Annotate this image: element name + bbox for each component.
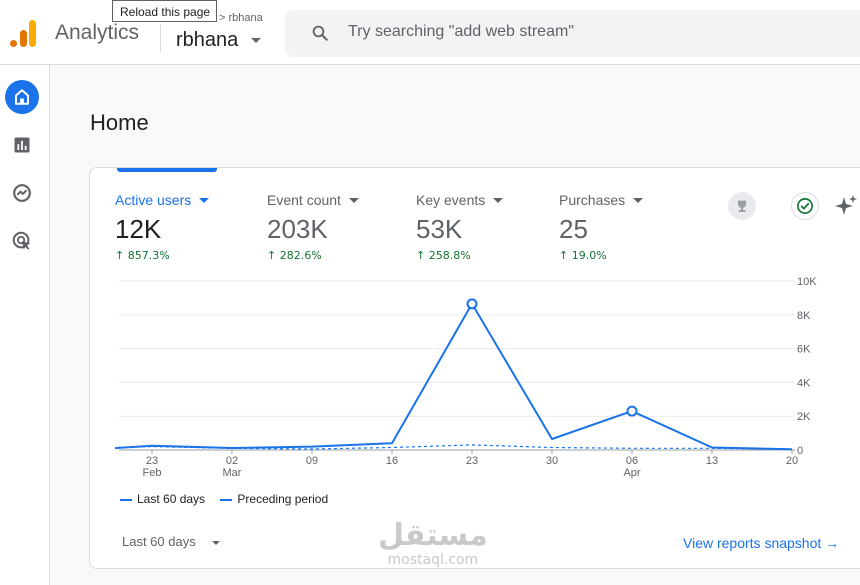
x-tick-label: 23	[146, 455, 158, 467]
metric-change: ↑ 857.3%	[115, 249, 170, 262]
x-tick-label: 30	[546, 455, 558, 467]
top-bar: Analytics > rbhana rbhana Try searching …	[0, 0, 860, 65]
analytics-logo[interactable]	[9, 18, 37, 48]
breadcrumb[interactable]: > rbhana	[219, 12, 263, 24]
nav-explore[interactable]	[5, 176, 39, 210]
left-nav	[0, 65, 50, 585]
caret-down-icon[interactable]	[199, 197, 210, 203]
caret-down-icon[interactable]	[633, 197, 644, 203]
search-bar[interactable]: Try searching "add web stream"	[285, 10, 860, 57]
x-tick-label: 09	[306, 455, 318, 467]
legend-item-current[interactable]: Last 60 days	[120, 492, 205, 506]
x-tick-month-label: Feb	[143, 467, 162, 479]
bar-chart-icon	[14, 137, 30, 153]
metric-value: 25	[559, 214, 588, 244]
y-tick-label: 10K	[797, 276, 817, 288]
reload-tooltip: Reload this page	[112, 0, 217, 22]
legend-label-previous: Preceding period	[237, 492, 329, 506]
chart-legend: Last 60 days Preceding period	[120, 492, 340, 506]
trophy-icon	[738, 200, 746, 212]
card-tab-indicator	[117, 168, 217, 172]
metric-value: 203K	[267, 214, 328, 244]
app-name[interactable]: Analytics	[55, 21, 140, 44]
sparkle-icon	[835, 195, 857, 215]
overview-card: Active users 12K ↑ 857.3% Event count 20…	[89, 167, 860, 569]
metric-label[interactable]: Active users	[115, 192, 210, 208]
x-tick-month-label: Apr	[623, 467, 640, 479]
header-divider	[160, 24, 161, 52]
ai-insights-button[interactable]	[832, 192, 860, 220]
caret-down-icon[interactable]	[348, 197, 359, 203]
metric-change: ↑ 282.6%	[267, 249, 322, 262]
x-tick-month-label: Mar	[223, 467, 242, 479]
metric-label-text: Active users	[115, 192, 192, 208]
data-point-marker	[466, 298, 478, 310]
metric-label-text: Event count	[267, 192, 341, 208]
metric-event-count[interactable]: Event count 203K ↑ 282.6%	[267, 192, 359, 262]
y-tick-label: 4K	[797, 377, 811, 389]
watermark: مستقل mostaql.com	[378, 518, 488, 569]
watermark-arabic: مستقل	[378, 518, 488, 553]
legend-swatch-solid	[120, 498, 132, 501]
date-range-label: Last 60 days	[122, 534, 196, 549]
y-tick-label: 8K	[797, 310, 811, 322]
x-tick-label: 13	[706, 455, 718, 467]
nav-advertising[interactable]	[5, 224, 39, 258]
caret-down-icon[interactable]	[493, 197, 504, 203]
legend-swatch-dashed	[220, 498, 233, 501]
metric-purchases[interactable]: Purchases 25 ↑ 19.0%	[559, 192, 644, 262]
y-tick-label: 6K	[797, 344, 811, 356]
x-tick-label: 23	[466, 455, 478, 467]
metric-label[interactable]: Key events	[416, 192, 504, 208]
page-title: Home	[90, 110, 149, 135]
series-line-previous	[115, 444, 793, 450]
metric-label-text: Key events	[416, 192, 486, 208]
metric-active-users[interactable]: Active users 12K ↑ 857.3%	[115, 192, 210, 262]
legend-label-current: Last 60 days	[137, 492, 206, 506]
check-circle-icon	[797, 198, 813, 214]
metric-value: 12K	[115, 214, 162, 244]
status-check-button[interactable]	[791, 192, 819, 220]
metric-label-text: Purchases	[559, 192, 626, 208]
explore-icon	[13, 184, 31, 202]
search-placeholder[interactable]: Try searching "add web stream"	[348, 23, 574, 40]
caret-down-icon[interactable]	[211, 540, 220, 545]
advertising-icon	[12, 231, 31, 250]
caret-down-icon[interactable]	[251, 38, 261, 43]
y-tick-label: 0	[797, 445, 803, 457]
date-range-selector[interactable]: Last 60 days	[122, 534, 220, 549]
view-reports-snapshot-link[interactable]: View reports snapshot →	[683, 535, 840, 551]
home-icon	[15, 89, 29, 105]
account-selector[interactable]: rbhana	[176, 29, 239, 51]
x-tick-label: 16	[386, 455, 398, 467]
search-icon	[312, 25, 328, 41]
y-tick-label: 2K	[797, 411, 811, 423]
nav-home[interactable]	[5, 80, 39, 114]
data-point-marker	[626, 405, 638, 417]
metric-change: ↑ 258.8%	[416, 249, 471, 262]
x-tick-label: 02	[226, 455, 238, 467]
series-line-current	[115, 302, 793, 451]
metric-value: 53K	[416, 214, 463, 244]
metric-label[interactable]: Purchases	[559, 192, 644, 208]
x-tick-label: 06	[626, 455, 638, 467]
metric-key-events[interactable]: Key events 53K ↑ 258.8%	[416, 192, 504, 262]
x-tick-label: 20	[786, 455, 798, 467]
watermark-latin: mostaql.com	[387, 552, 479, 568]
insights-button[interactable]	[728, 192, 756, 220]
metric-change: ↑ 19.0%	[559, 249, 607, 262]
legend-item-previous[interactable]: Preceding period	[220, 492, 328, 506]
nav-reports[interactable]	[5, 128, 39, 162]
metric-label[interactable]: Event count	[267, 192, 359, 208]
